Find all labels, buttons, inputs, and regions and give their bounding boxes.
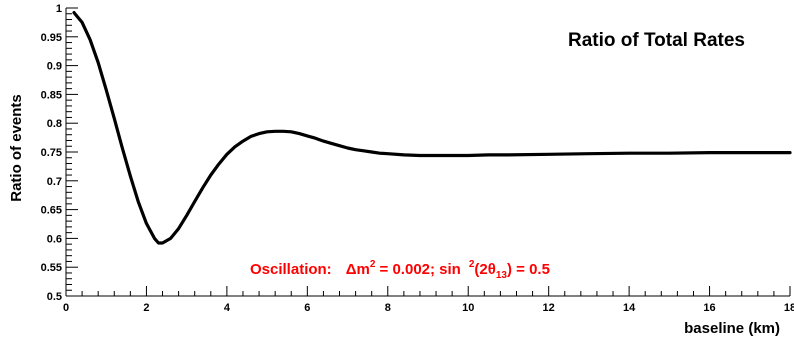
x-tick-label: 16 bbox=[703, 302, 715, 314]
y-tick-label: 0.5 bbox=[47, 291, 62, 303]
y-tick-label: 0.75 bbox=[41, 147, 62, 159]
x-tick-label: 18 bbox=[784, 302, 794, 314]
y-tick-label: 0.55 bbox=[41, 262, 62, 274]
x-tick-label: 8 bbox=[385, 302, 391, 314]
annotation-sup: 2 bbox=[370, 259, 376, 270]
series-line bbox=[72, 11, 792, 245]
annotation-delta: Δm bbox=[346, 261, 370, 278]
y-tick-label: 0.6 bbox=[47, 233, 62, 245]
y-tick-label: 0.9 bbox=[47, 61, 62, 73]
series-layer bbox=[72, 11, 792, 245]
x-tick-label: 12 bbox=[543, 302, 555, 314]
annotation-sup2: 2 bbox=[469, 259, 475, 270]
y-axis-title: Ratio of events bbox=[8, 94, 25, 202]
x-tick-label: 14 bbox=[623, 302, 636, 314]
x-tick-label: 2 bbox=[143, 302, 149, 314]
x-axis: 0 2 4 6 8 10 12 14 16 18 bbox=[63, 286, 794, 314]
annotation-mid: = 0.002; sin bbox=[375, 261, 460, 278]
y-tick-label: 0.65 bbox=[41, 205, 62, 217]
y-tick-label: 0.7 bbox=[47, 176, 62, 188]
annotation-sub: 13 bbox=[496, 270, 508, 281]
y-axis: 0.5 0.55 0.6 0.65 0.7 0.75 0.8 0.85 0.9 0.95 1 bbox=[41, 3, 78, 303]
chart-title: Ratio of Total Rates bbox=[568, 30, 745, 51]
x-tick-label: 10 bbox=[462, 302, 474, 314]
x-tick-label: 0 bbox=[63, 302, 69, 314]
x-axis-title: baseline (km) bbox=[684, 320, 780, 337]
annotation-theta: (2θ bbox=[474, 261, 495, 278]
oscillation-annotation: Oscillation: Δm2 = 0.002; sin 2(2θ13) = 0.… bbox=[250, 259, 550, 281]
x-tick-label: 4 bbox=[224, 302, 231, 314]
y-tick-label: 0.85 bbox=[41, 89, 62, 101]
y-tick-label: 1 bbox=[56, 3, 62, 15]
x-tick-label: 6 bbox=[304, 302, 310, 314]
annotation-prefix: Oscillation: bbox=[250, 261, 332, 278]
y-tick-label: 0.95 bbox=[41, 32, 62, 44]
annotation-close: ) = 0.5 bbox=[507, 261, 550, 278]
y-tick-label: 0.8 bbox=[47, 118, 62, 130]
